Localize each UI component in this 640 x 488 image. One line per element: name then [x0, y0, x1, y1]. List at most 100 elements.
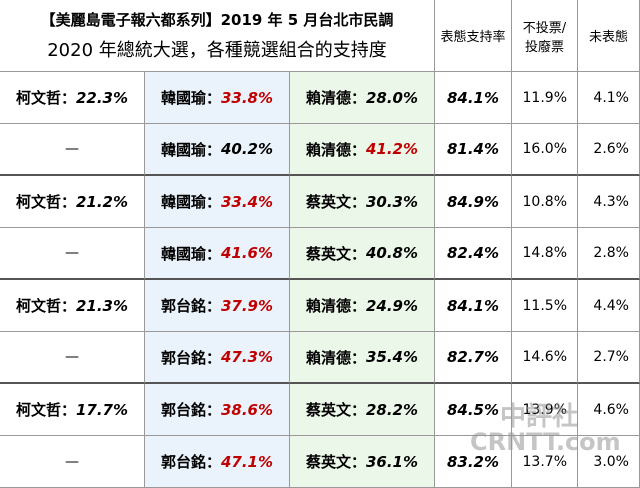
empty-dash: — — [65, 141, 79, 157]
table-cell: 賴清德： 41.2% — [290, 124, 435, 176]
rate-value: 14.8% — [522, 245, 567, 261]
table-cell: 82.7% — [435, 332, 512, 384]
candidate-percent: 35.4% — [365, 348, 419, 366]
candidate-name: 郭台銘： — [160, 348, 221, 367]
table-cell: — — [0, 228, 145, 280]
table-cell: 韓國瑜： 33.4% — [145, 176, 290, 228]
subtitle-line: 2020 年總統大選，各種競選組合的支持度 — [47, 40, 387, 61]
table-cell: 賴清德： 28.0% — [290, 72, 435, 124]
table-cell: 蔡英文： 36.1% — [290, 436, 435, 488]
candidate-percent: 33.4% — [220, 192, 274, 211]
table-cell: 4.1% — [578, 72, 640, 124]
rate-value: 13.9% — [522, 401, 567, 418]
rate-value: 10.8% — [522, 193, 567, 210]
rate-value: 4.6% — [593, 401, 629, 418]
empty-dash: — — [65, 453, 79, 470]
candidate-name: 韓國瑜： — [160, 244, 221, 263]
candidate-percent: 28.0% — [365, 88, 419, 107]
candidate-name: 蔡英文： — [305, 453, 366, 471]
candidate-percent: 24.9% — [365, 296, 419, 315]
rate-value: 82.4% — [446, 244, 500, 262]
candidate-percent: 41.6% — [220, 244, 274, 262]
rate-value: 81.4% — [446, 140, 500, 158]
table-cell: 84.5% — [435, 384, 512, 436]
candidate-percent: 41.2% — [365, 140, 419, 158]
candidate-percent: 33.8% — [220, 88, 274, 107]
empty-dash: — — [65, 245, 79, 261]
candidate-percent: 40.8% — [365, 244, 419, 262]
table-cell: 11.5% — [512, 280, 578, 332]
table-cell: 郭台銘： 37.9% — [145, 280, 290, 332]
table-cell: 2.6% — [578, 124, 640, 176]
rate-value: 13.7% — [522, 453, 567, 470]
candidate-percent: 37.9% — [220, 296, 274, 315]
table-cell: 13.9% — [512, 384, 578, 436]
candidate-name: 賴清德： — [305, 297, 366, 315]
table-cell: 蔡英文： 40.8% — [290, 228, 435, 280]
candidate-name: 韓國瑜： — [160, 193, 221, 211]
table-cell: 14.6% — [512, 332, 578, 384]
candidate-name: 賴清德： — [305, 348, 366, 367]
rate-value: 84.1% — [446, 88, 500, 107]
rate-value: 82.7% — [446, 348, 500, 366]
table-cell: 賴清德： 35.4% — [290, 332, 435, 384]
table-cell: 84.1% — [435, 72, 512, 124]
candidate-percent: 47.3% — [220, 348, 274, 366]
table-cell: 14.8% — [512, 228, 578, 280]
watermark: 中評社 — [500, 402, 579, 432]
rate-value: 11.9% — [522, 89, 567, 106]
candidate-name: 蔡英文： — [305, 401, 366, 419]
candidate-name: 蔡英文： — [305, 193, 366, 211]
table-cell: 韓國瑜： 41.6% — [145, 228, 290, 280]
table-cell: 賴清德： 24.9% — [290, 280, 435, 332]
candidate-name: 郭台銘： — [160, 453, 221, 471]
rate-value: 4.4% — [593, 297, 629, 314]
candidate-name: 郭台銘： — [160, 297, 221, 315]
table-cell: — — [0, 332, 145, 384]
column-header: 表態支持率 — [435, 0, 512, 72]
table-cell: 82.4% — [435, 228, 512, 280]
candidate-name: 郭台銘： — [160, 401, 221, 419]
candidate-percent: 28.2% — [365, 400, 419, 419]
rate-value: 83.2% — [446, 452, 500, 471]
rate-value: 16.0% — [522, 141, 567, 157]
table-cell: 84.1% — [435, 280, 512, 332]
candidate-percent: 21.3% — [75, 296, 129, 315]
candidate-name: 柯文哲： — [15, 401, 76, 419]
empty-dash: — — [65, 349, 79, 365]
table-cell: — — [0, 436, 145, 488]
candidate-percent: 40.2% — [220, 140, 274, 158]
table-cell: 柯文哲： 17.7% — [0, 384, 145, 436]
watermark: CRNTT.com — [470, 428, 621, 456]
table-cell: 郭台銘： 47.1% — [145, 436, 290, 488]
candidate-name: 賴清德： — [305, 89, 366, 107]
candidate-percent: 17.7% — [75, 400, 129, 419]
candidate-name: 韓國瑜： — [160, 140, 221, 159]
candidate-percent: 30.3% — [365, 192, 419, 211]
rate-value: 2.7% — [593, 349, 629, 365]
table-cell: 4.3% — [578, 176, 640, 228]
table-cell: 81.4% — [435, 124, 512, 176]
column-header: 未表態 — [578, 0, 640, 72]
rate-value: 84.9% — [446, 192, 500, 211]
rate-value: 14.6% — [522, 349, 567, 365]
table-cell: 10.8% — [512, 176, 578, 228]
rate-value: 4.1% — [593, 89, 629, 106]
candidate-percent: 21.2% — [75, 192, 129, 211]
candidate-name: 賴清德： — [305, 140, 366, 159]
table-cell: 4.4% — [578, 280, 640, 332]
table-cell: 柯文哲： 21.2% — [0, 176, 145, 228]
title-cell: 【美麗島電子報六都系列】2019 年 5 月台北市民調 2020 年總統大選，各… — [0, 0, 435, 72]
rate-value: 2.6% — [593, 141, 629, 157]
candidate-name: 柯文哲： — [15, 297, 76, 315]
table-cell: 柯文哲： 22.3% — [0, 72, 145, 124]
candidate-name: 柯文哲： — [15, 193, 76, 211]
rate-value: 2.8% — [593, 245, 629, 261]
rate-value: 11.5% — [522, 297, 567, 314]
candidate-percent: 38.6% — [220, 400, 274, 419]
table-cell: — — [0, 124, 145, 176]
column-header: 不投票/ 投廢票 — [512, 0, 578, 72]
candidate-name: 蔡英文： — [305, 244, 366, 263]
rate-value: 84.5% — [446, 400, 500, 419]
